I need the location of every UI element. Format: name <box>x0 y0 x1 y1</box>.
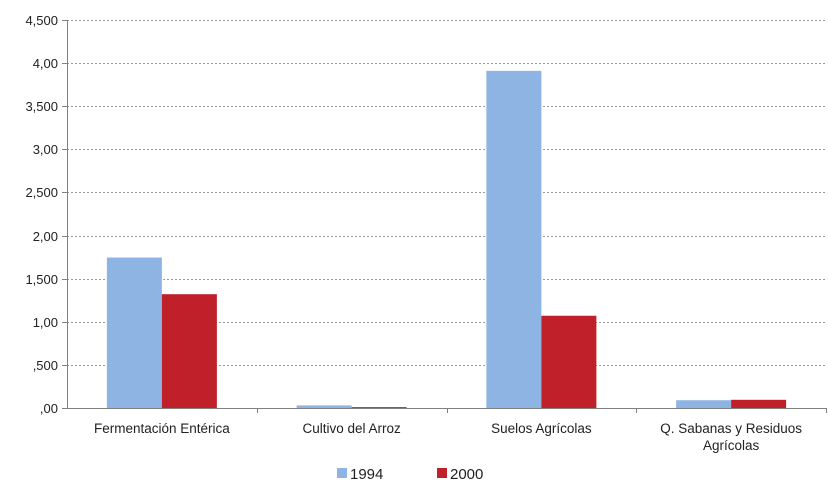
y-tick-label: 2,500 <box>25 185 58 200</box>
bar-2000-1 <box>351 407 407 408</box>
y-tick-label: 2,00 <box>33 229 58 244</box>
x-tick-label: Q. Sabanas y Residuos <box>660 421 802 436</box>
legend-label: 2000 <box>450 466 483 483</box>
bar-2000-3 <box>731 399 787 408</box>
legend-swatch-2000 <box>437 468 447 478</box>
legend-label: 1994 <box>350 466 383 483</box>
y-tick-label: 4,00 <box>33 56 58 71</box>
y-tick-label: 1,00 <box>33 315 58 330</box>
bar-1994-2 <box>486 70 542 409</box>
bar-2000-0 <box>161 294 217 408</box>
axes <box>62 20 827 413</box>
y-tick-label: 3,500 <box>25 99 58 114</box>
y-tick-label: ,500 <box>33 358 58 373</box>
legend: 1994 2000 <box>337 466 483 483</box>
y-tick-label: 3,00 <box>33 142 58 157</box>
x-axis-ticks: Fermentación Entérica Cultivo del Arroz Su… <box>94 421 802 453</box>
bar-1994-0 <box>106 257 162 408</box>
x-tick-label: Suelos Agrícolas <box>491 421 592 436</box>
gridlines <box>67 20 826 366</box>
bar-2000-2 <box>541 315 597 408</box>
x-tick-label: Fermentación Entérica <box>94 421 230 436</box>
bar-1994-3 <box>676 400 732 408</box>
x-tick-label: Cultivo del Arroz <box>302 421 401 436</box>
x-tick-label: Agrícolas <box>703 438 760 453</box>
y-axis-ticks: ,00 ,500 1,00 1,500 2,00 2,500 3,00 3,500 4,00 4,… <box>25 13 58 416</box>
bar-1994-1 <box>296 405 352 408</box>
legend-swatch-1994 <box>337 468 347 478</box>
y-tick-label: 4,500 <box>25 13 58 28</box>
y-tick-label: ,00 <box>40 401 58 416</box>
bars <box>106 70 787 409</box>
y-tick-label: 1,500 <box>25 272 58 287</box>
